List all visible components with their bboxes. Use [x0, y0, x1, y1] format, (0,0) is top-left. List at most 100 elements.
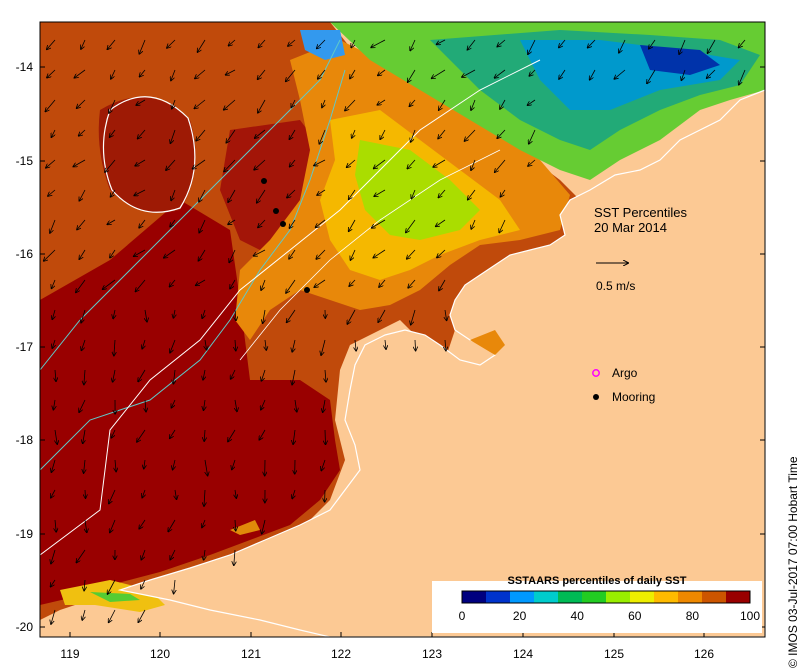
current-arrow [261, 369, 266, 381]
current-arrow [707, 69, 716, 78]
current-arrow [76, 279, 86, 292]
current-arrow [378, 309, 386, 322]
current-arrow [229, 39, 236, 46]
current-arrow [205, 459, 208, 476]
current-arrow [293, 429, 295, 444]
current-arrow [345, 99, 356, 111]
current-arrow [46, 159, 56, 168]
current-arrow [292, 339, 295, 352]
isobath-cyan-2 [40, 69, 346, 471]
current-arrow [235, 519, 236, 531]
current-arrow [82, 609, 85, 620]
current-arrow [195, 69, 206, 79]
current-arrow [371, 39, 386, 47]
current-arrow [374, 159, 386, 169]
colorbar-swatch [678, 591, 703, 603]
current-arrow [164, 249, 176, 258]
current-arrow [55, 519, 56, 532]
current-arrow [258, 69, 266, 79]
current-arrow [438, 189, 446, 198]
colorbar-tick-label: 20 [513, 609, 527, 623]
current-arrow [139, 39, 146, 54]
current-arrow [614, 69, 626, 79]
current-arrow [85, 489, 86, 498]
isobath-white-eddy [102, 96, 196, 213]
current-arrow [45, 99, 56, 112]
current-arrow [235, 399, 237, 411]
current-arrow [288, 39, 296, 46]
current-arrow [321, 339, 326, 355]
current-arrow [79, 189, 86, 201]
current-arrow [262, 519, 266, 534]
current-arrow [500, 189, 506, 197]
current-arrow [142, 489, 145, 498]
colorbar-swatch [654, 591, 679, 603]
current-arrow [234, 549, 235, 565]
colorbar-tick-label: 60 [628, 609, 642, 623]
current-arrow [79, 129, 86, 136]
isobath-white-1 [40, 59, 541, 556]
current-arrow [51, 489, 56, 498]
current-arrow [408, 69, 416, 82]
current-arrow [170, 129, 176, 143]
lon-tick-label: 124 [513, 647, 533, 661]
isobath-cyan-1 [40, 39, 341, 371]
current-arrow [528, 39, 536, 54]
current-arrow [286, 279, 296, 293]
current-arrow [289, 129, 296, 139]
colorbar-swatch [702, 591, 727, 603]
colorbar-swatch [558, 591, 583, 603]
lat-tick-label: -20 [16, 620, 34, 634]
current-arrow [139, 219, 146, 228]
current-arrow [135, 159, 146, 166]
current-arrow [204, 399, 206, 410]
mooring-marker [261, 178, 267, 184]
current-arrow [138, 609, 146, 622]
current-arrow [76, 549, 86, 563]
current-arrow [739, 39, 746, 48]
colorbar-tick-label: 100 [740, 609, 760, 623]
current-arrow [350, 69, 356, 79]
current-arrow [229, 249, 236, 262]
current-arrow [77, 99, 86, 108]
current-arrow [79, 249, 86, 259]
lon-tick-label: 120 [150, 647, 170, 661]
current-arrow [199, 189, 206, 202]
colorbar-tick-label: 0 [459, 609, 466, 623]
current-arrow [497, 39, 506, 47]
current-arrow [145, 399, 146, 412]
mooring-marker [304, 287, 310, 293]
current-arrow [77, 219, 86, 230]
current-arrow [110, 519, 116, 533]
current-arrow [203, 369, 205, 380]
map-title: SST Percentiles [594, 205, 687, 220]
current-arrow [141, 579, 146, 589]
current-arrow [44, 249, 56, 261]
current-arrow [134, 249, 146, 256]
current-arrow [318, 69, 326, 79]
current-arrow [255, 129, 266, 138]
lat-tick-label: -15 [16, 154, 34, 168]
current-arrow [438, 129, 446, 139]
current-arrow [52, 339, 55, 348]
current-arrow [84, 579, 85, 591]
current-arrow [103, 279, 116, 289]
current-arrow [107, 39, 116, 49]
current-arrow [499, 219, 506, 233]
plot-frame [39, 21, 766, 638]
current-arrow [175, 489, 177, 499]
argo-legend-icon [592, 369, 600, 377]
current-arrow [528, 99, 536, 105]
ocean-top-percentile [40, 200, 340, 605]
current-arrow [495, 159, 506, 172]
current-arrow [467, 39, 476, 50]
colorbar-swatch [726, 591, 751, 603]
current-arrow [433, 159, 446, 167]
current-arrow [170, 219, 176, 227]
current-arrow [51, 579, 56, 587]
current-arrow [411, 309, 416, 325]
current-arrow [231, 369, 236, 379]
lon-tick-label: 126 [694, 647, 714, 661]
current-arrow [168, 519, 176, 532]
current-arrow [47, 69, 56, 78]
